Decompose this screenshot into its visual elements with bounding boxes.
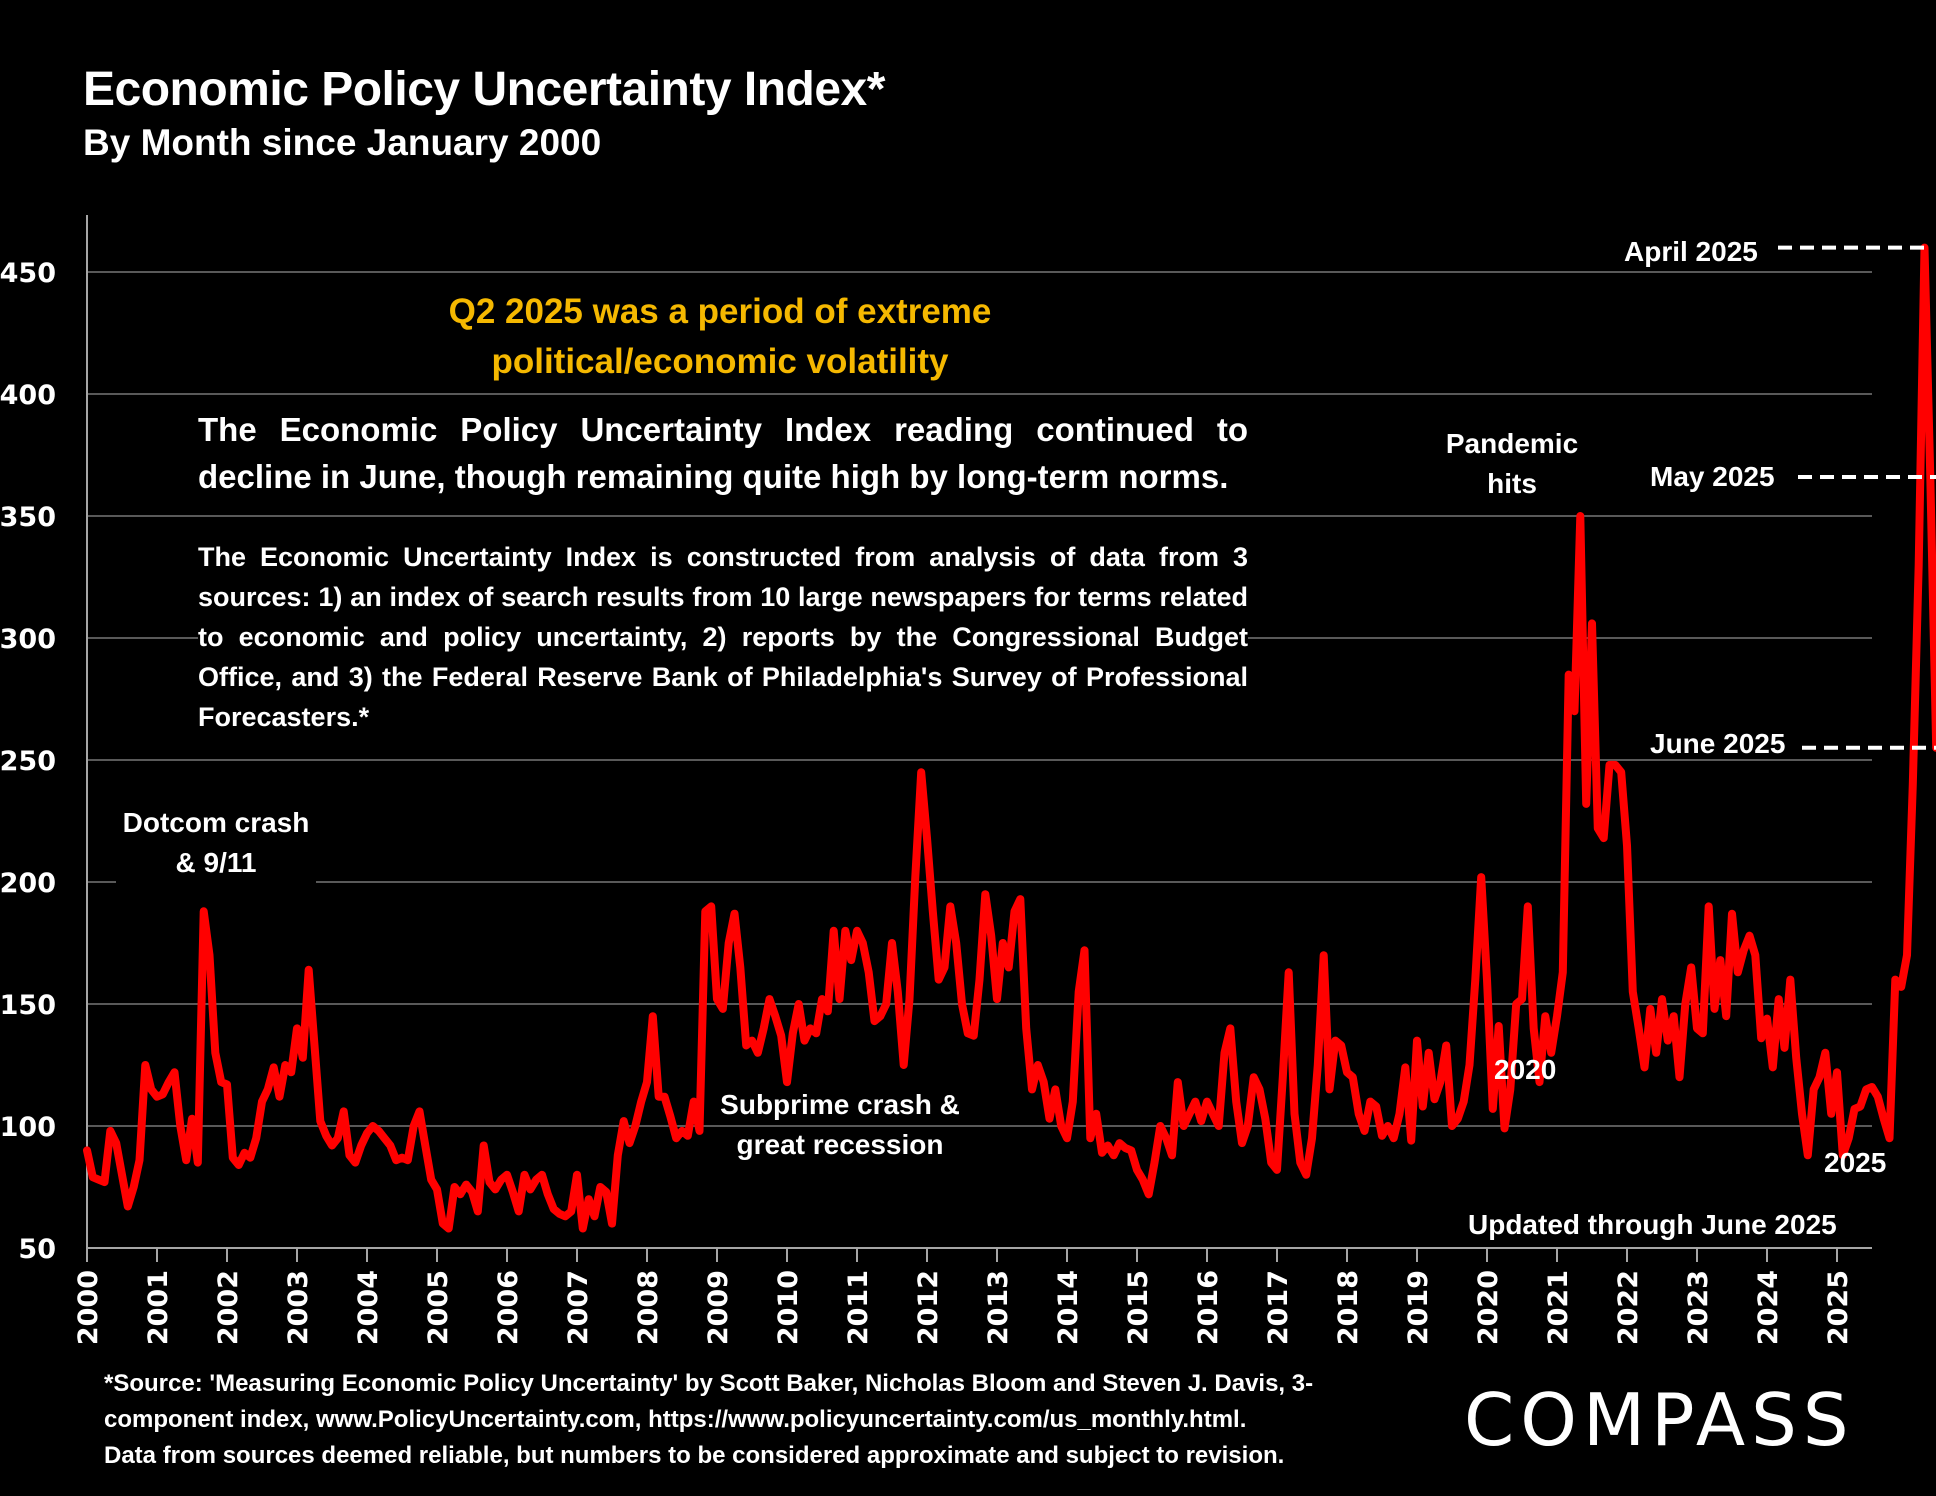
x-tick-label: 2022 [1613, 1270, 1644, 1345]
y-axis-ticks: 50 100 150 200 250 300 350 400 450 [0, 258, 56, 1265]
annotation-dotcom-line-2: & 9/11 [175, 847, 257, 878]
x-tick-label: 2006 [493, 1270, 524, 1345]
compass-logo: COMPASS [1464, 1378, 1855, 1462]
y-tick-label: 350 [0, 502, 56, 533]
x-tick-label: 2017 [1263, 1270, 1294, 1345]
x-tick-label: 2019 [1403, 1270, 1434, 1345]
summary-paragraph: The Economic Policy Uncertainty Index re… [198, 406, 1248, 500]
updated-note: Updated through June 2025 [1468, 1209, 1837, 1240]
source-footnote: *Source: 'Measuring Economic Policy Unce… [104, 1366, 1394, 1474]
x-tick-label: 2002 [213, 1270, 244, 1345]
y-tick-label: 250 [0, 746, 56, 777]
x-tick-label: 2008 [633, 1270, 664, 1345]
x-axis-ticks: 2000 2001 2002 2003 2004 2005 2006 2007 2008 2009… [73, 1248, 1854, 1345]
callout-may-2025: May 2025 [1650, 461, 1775, 492]
annotation-pandemic: Pandemic hits [1432, 424, 1592, 504]
series-line-epu-index [83, 243, 1936, 1233]
x-tick-label: 2011 [843, 1270, 874, 1345]
y-tick-label: 100 [0, 1112, 56, 1143]
y-tick-label: 150 [0, 990, 56, 1021]
annotation-2020: 2020 [1494, 1054, 1557, 1085]
headline-annotation: Q2 2025 was a period of extreme politica… [400, 287, 1040, 387]
x-tick-label: 2009 [703, 1270, 734, 1345]
x-tick-label: 2004 [353, 1270, 384, 1345]
headline-line-2: political/economic volatility [491, 342, 949, 381]
x-tick-label: 2021 [1543, 1270, 1574, 1345]
x-tick-label: 2024 [1753, 1270, 1784, 1345]
callout-april-2025: April 2025 [1624, 236, 1758, 267]
x-tick-label: 2020 [1473, 1270, 1504, 1345]
x-tick-label: 2013 [983, 1270, 1014, 1345]
x-tick-label: 2010 [773, 1270, 804, 1345]
x-tick-label: 2016 [1193, 1270, 1224, 1345]
x-tick-label: 2014 [1053, 1270, 1084, 1345]
headline-line-1: Q2 2025 was a period of extreme [448, 292, 992, 331]
annotation-dotcom: Dotcom crash & 9/11 [116, 803, 316, 883]
x-tick-label: 2015 [1123, 1270, 1154, 1345]
callout-dashes [1778, 245, 1936, 750]
annotation-subprime: Subprime crash & great recession [700, 1085, 980, 1165]
y-tick-label: 200 [0, 868, 56, 899]
footnote-line-2: component index, www.PolicyUncertainty.c… [104, 1406, 1247, 1433]
x-tick-label: 2005 [423, 1270, 454, 1345]
chart-subtitle: By Month since January 2000 [83, 122, 602, 163]
annotation-2025: 2025 [1824, 1147, 1887, 1178]
footnote-line-1: *Source: 'Measuring Economic Policy Unce… [104, 1370, 1314, 1397]
y-tick-label: 300 [0, 624, 56, 655]
x-tick-label: 2007 [563, 1270, 594, 1345]
annotation-pandemic-line-1: Pandemic [1445, 428, 1579, 459]
x-tick-label: 2012 [913, 1270, 944, 1345]
x-tick-label: 2018 [1333, 1270, 1364, 1345]
y-tick-label: 400 [0, 380, 56, 411]
x-tick-label: 2000 [73, 1270, 104, 1345]
callout-june-2025: June 2025 [1650, 728, 1786, 759]
annotation-subprime-line-1: Subprime crash & [720, 1089, 960, 1120]
methodology-paragraph: The Economic Uncertainty Index is constr… [198, 537, 1248, 737]
x-tick-label: 2003 [283, 1270, 314, 1345]
x-tick-label: 2001 [143, 1270, 174, 1345]
annotation-dotcom-line-1: Dotcom crash [122, 807, 310, 838]
x-tick-label: 2025 [1823, 1270, 1854, 1345]
y-tick-label: 450 [0, 258, 56, 289]
annotation-pandemic-line-2: hits [1487, 468, 1537, 499]
y-tick-label: 50 [18, 1234, 56, 1265]
annotation-subprime-line-2: great recession [736, 1129, 944, 1160]
x-tick-label: 2023 [1683, 1270, 1714, 1345]
chart-title: Economic Policy Uncertainty Index* [83, 63, 885, 116]
footnote-line-3: Data from sources deemed reliable, but n… [104, 1442, 1285, 1469]
